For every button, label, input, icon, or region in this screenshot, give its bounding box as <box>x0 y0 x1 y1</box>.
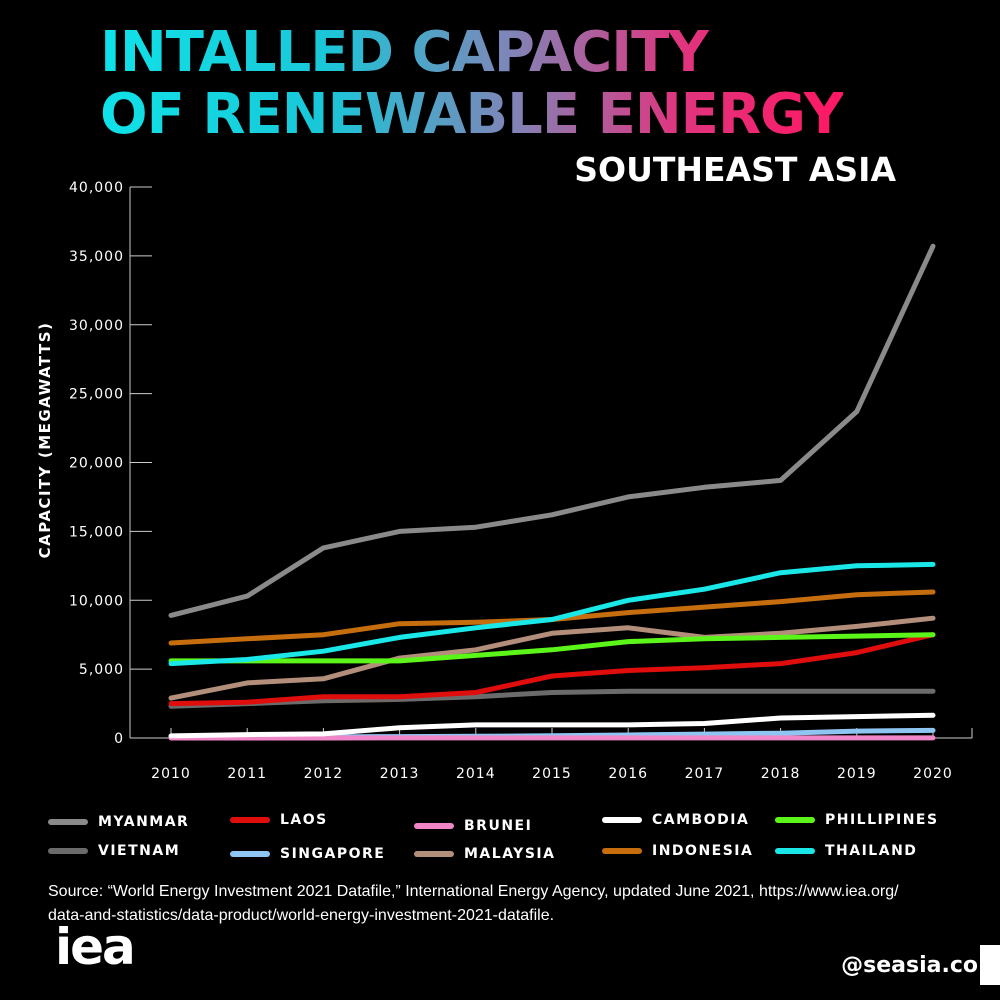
legend-label: MALAYSIA <box>464 846 556 862</box>
legend: MYANMAR LAOS BRUNEI CAMBODIA PHILLIPINES… <box>48 810 958 870</box>
legend-item: BRUNEI <box>414 818 532 834</box>
corner-box <box>980 945 1000 985</box>
series-line-laos <box>168 632 936 707</box>
legend-label: VIETNAM <box>98 843 181 859</box>
legend-item: THAILAND <box>775 843 917 859</box>
legend-swatch <box>414 851 454 857</box>
y-tick-label: 20,000 <box>69 456 124 472</box>
legend-swatch <box>48 819 88 825</box>
y-tick-label: 0 <box>114 731 124 747</box>
legend-item: LAOS <box>230 812 328 828</box>
legend-item: CAMBODIA <box>602 812 749 828</box>
y-axis-label: CAPACITY (MEGAWATTS) <box>36 322 54 559</box>
y-tick-label: 15,000 <box>69 524 124 540</box>
x-tick-label: 2015 <box>532 766 572 782</box>
legend-swatch <box>775 817 815 823</box>
legend-swatch <box>230 817 270 823</box>
y-tick-label: 35,000 <box>69 249 124 265</box>
legend-item: PHILLIPINES <box>775 812 939 828</box>
legend-swatch <box>775 848 815 854</box>
legend-swatch <box>230 851 270 857</box>
series-line-vietnam <box>168 688 936 709</box>
x-tick-label: 2014 <box>456 766 496 782</box>
x-tick-label: 2019 <box>837 766 877 782</box>
legend-label: PHILLIPINES <box>825 812 939 828</box>
legend-swatch <box>48 848 88 854</box>
x-tick-label: 2010 <box>151 766 191 782</box>
legend-label: THAILAND <box>825 843 918 859</box>
legend-label: SINGAPORE <box>280 846 386 862</box>
legend-label: MYANMAR <box>98 814 190 830</box>
legend-item: MALAYSIA <box>414 846 555 862</box>
x-tick-label: 2013 <box>380 766 420 782</box>
series-line-cambodia <box>168 712 936 739</box>
line-chart: 0 5,000 10,000 15,000 20,000 25,000 30,000 35,0… <box>36 180 973 782</box>
legend-item: SINGAPORE <box>230 846 385 862</box>
series-line-myanmar <box>168 243 936 618</box>
series-line-thailand <box>168 561 936 667</box>
legend-item: INDONESIA <box>602 843 753 859</box>
legend-label: INDONESIA <box>652 843 754 859</box>
x-tick-label: 2017 <box>685 766 725 782</box>
legend-swatch <box>414 823 454 829</box>
series-line-phillipines <box>168 632 936 664</box>
legend-label: CAMBODIA <box>652 812 750 828</box>
series-line-malaysia <box>168 615 936 701</box>
legend-swatch <box>602 848 642 854</box>
x-tick-label: 2018 <box>761 766 801 782</box>
legend-item: VIETNAM <box>48 843 180 859</box>
legend-item: MYANMAR <box>48 814 189 830</box>
y-tick-label: 5,000 <box>79 662 124 678</box>
y-tick-label: 30,000 <box>69 318 124 334</box>
social-handle: @seasia.co <box>841 953 978 978</box>
y-tick-label: 40,000 <box>69 180 124 196</box>
source-note: Source: “World Energy Investment 2021 Da… <box>48 880 968 928</box>
legend-label: BRUNEI <box>464 818 533 834</box>
x-tick-label: 2012 <box>304 766 344 782</box>
chart-subtitle: SOUTHEAST ASIA <box>574 150 896 189</box>
legend-label: LAOS <box>280 812 328 828</box>
legend-swatch <box>602 817 642 823</box>
x-tick-label: 2016 <box>608 766 648 782</box>
x-tick-label: 2020 <box>913 766 953 782</box>
y-tick-label: 25,000 <box>69 387 124 403</box>
source-line-2: data-and-statistics/data-product/world-e… <box>48 907 555 924</box>
x-tick-label: 2011 <box>227 766 267 782</box>
y-tick-label: 10,000 <box>69 593 124 609</box>
source-line-1: Source: “World Energy Investment 2021 Da… <box>48 883 899 900</box>
iea-logo: iea <box>55 918 136 976</box>
